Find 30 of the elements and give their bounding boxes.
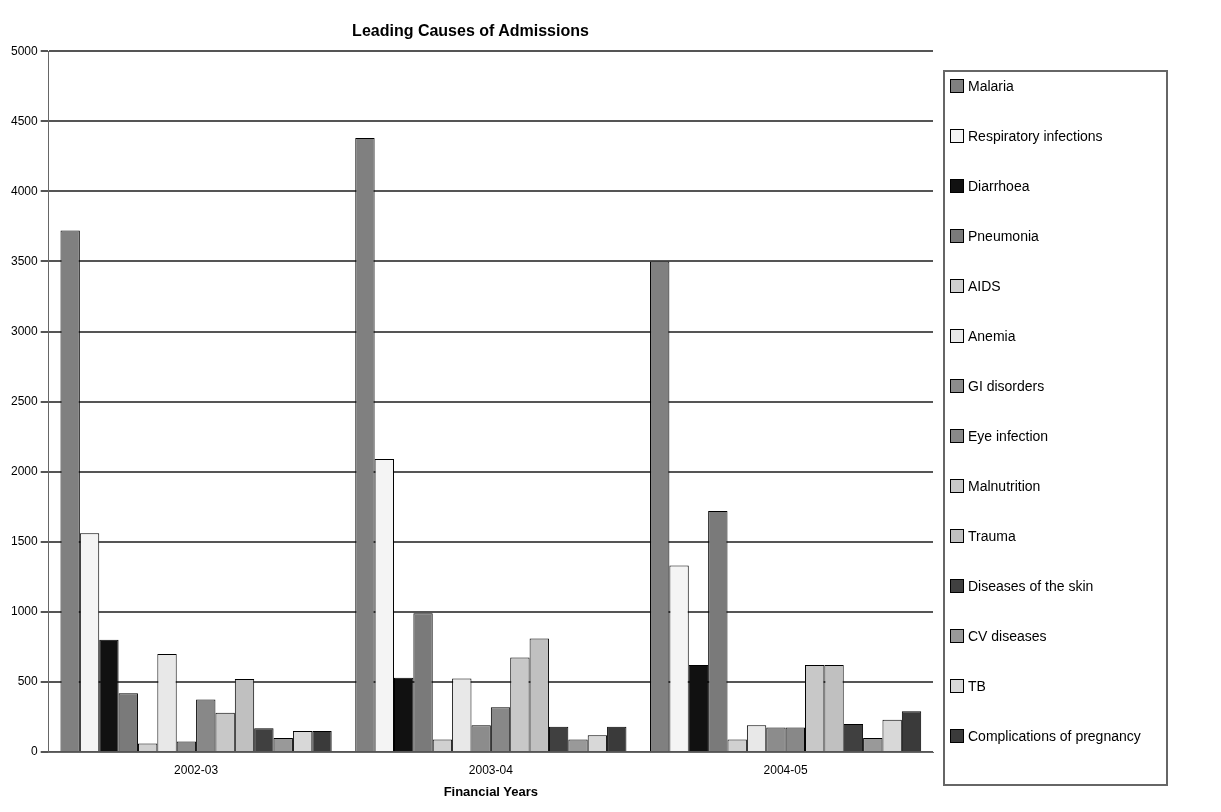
legend-label: Trauma: [968, 528, 1016, 545]
legend-label: Diseases of the skin: [968, 578, 1094, 595]
legend-label: Malnutrition: [968, 478, 1041, 495]
y-tick-label: 1000: [10, 604, 39, 619]
legend-label: Anemia: [968, 328, 1016, 345]
legend-label: Pneumonia: [968, 228, 1039, 245]
legend-label: CV diseases: [968, 628, 1047, 645]
legend-label: Malaria: [968, 78, 1014, 95]
y-tick-label: 5000: [10, 43, 39, 58]
y-tick-label: 2000: [10, 463, 39, 478]
x-tick-label: 2003-04: [468, 762, 514, 777]
y-tick-label: 3000: [10, 323, 39, 338]
legend-label: Diarrhoea: [968, 178, 1030, 195]
y-tick-label: 4000: [10, 183, 39, 198]
y-tick-label: 4500: [10, 113, 39, 128]
y-tick-label: 1500: [10, 534, 39, 549]
legend-label: GI disorders: [968, 378, 1045, 395]
legend-label: Complications of pregnancy: [968, 728, 1141, 745]
legend-label: TB: [968, 678, 986, 695]
y-tick-label: 2500: [10, 393, 39, 408]
x-tick-label: 2002-03: [174, 762, 219, 777]
legend-label: AIDS: [968, 278, 1001, 295]
chart-title: Leading Causes of Admissions: [352, 22, 589, 40]
x-tick-label: 2004-05: [763, 762, 808, 777]
y-tick-label: 3500: [10, 253, 39, 268]
legend-label: Respiratory infections: [968, 128, 1103, 145]
x-axis-title: Financial Years: [443, 783, 539, 799]
y-tick-label: 0: [31, 744, 39, 759]
legend-label: Eye infection: [968, 428, 1049, 445]
y-tick-label: 500: [17, 674, 39, 689]
